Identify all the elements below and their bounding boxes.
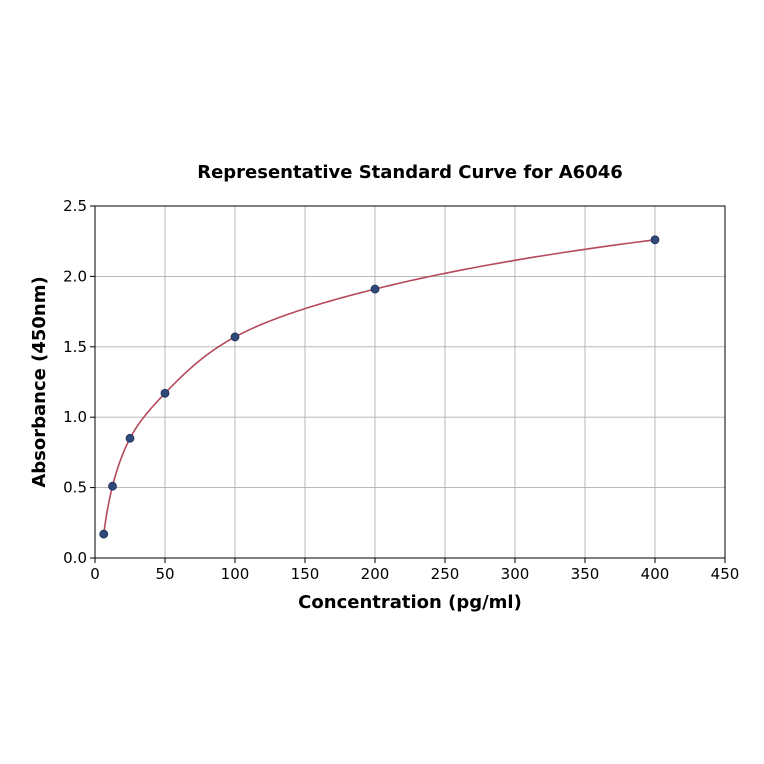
x-axis-label: Concentration (pg/ml) [298, 592, 522, 613]
y-tick-label: 1.0 [63, 408, 87, 426]
x-tick-label: 200 [361, 565, 390, 583]
data-point [99, 529, 109, 539]
x-tick-label: 250 [431, 565, 460, 583]
chart-title: Representative Standard Curve for A6046 [197, 162, 623, 183]
x-tick-label: 400 [641, 565, 670, 583]
data-point [125, 433, 135, 443]
x-tick-label: 0 [90, 565, 100, 583]
data-point [108, 481, 117, 491]
x-tick-label: 100 [221, 565, 250, 583]
data-point [160, 388, 170, 398]
data-point [230, 332, 240, 342]
y-tick-label: 2.0 [63, 267, 87, 285]
axis-ticks: 0 50 100 150 200 250 300 350 400 450 0.0 0.5 1.0 1.5 2… [63, 197, 739, 583]
x-tick-label: 150 [291, 565, 320, 583]
y-tick-label: 0.5 [63, 479, 87, 497]
y-tick-label: 0.0 [63, 549, 87, 567]
x-tick-label: 300 [501, 565, 530, 583]
x-tick-label: 450 [711, 565, 740, 583]
y-axis-label: Absorbance (450nm) [29, 276, 50, 487]
plot-frame [94, 205, 726, 559]
data-point [370, 284, 380, 294]
x-tick-label: 50 [155, 565, 174, 583]
x-tick-label: 350 [571, 565, 600, 583]
data-points-layer [99, 235, 660, 539]
data-point [650, 235, 660, 245]
y-tick-label: 2.5 [63, 197, 87, 215]
y-tick-label: 1.5 [63, 338, 87, 356]
